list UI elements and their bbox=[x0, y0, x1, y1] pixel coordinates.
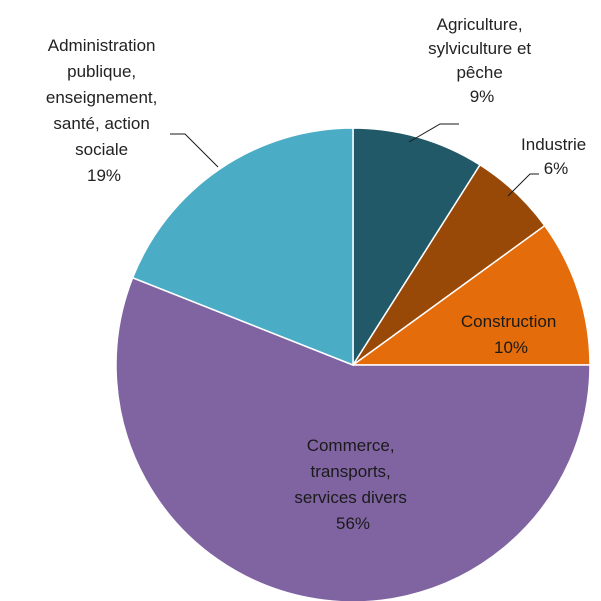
slice-label-administration: Administration publique, enseignement, s… bbox=[46, 36, 162, 185]
leader-line-administration bbox=[170, 134, 218, 167]
slice-label-agriculture: Agriculture, sylviculture et pêche 9% bbox=[428, 15, 536, 106]
slice-label-industrie: Industrie 6% bbox=[521, 135, 591, 178]
